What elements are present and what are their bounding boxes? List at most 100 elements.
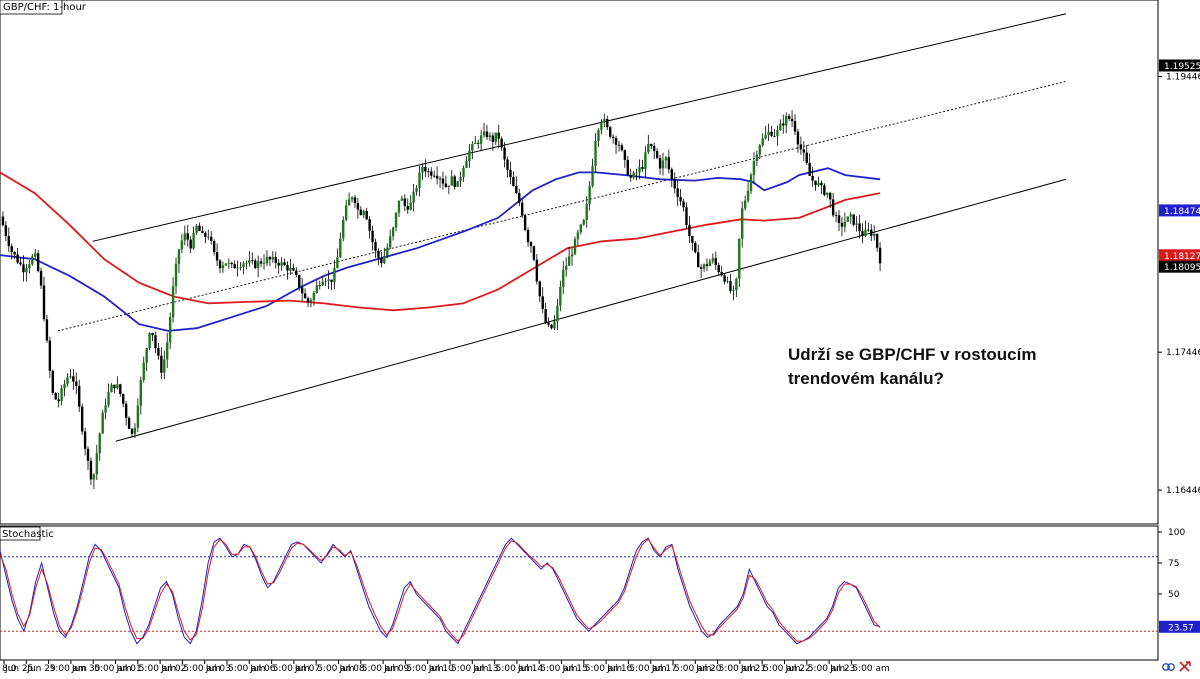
candle-body (215, 252, 219, 261)
price-title-box (0, 0, 63, 15)
candle-body (796, 131, 800, 145)
price-badge-label: 1.18095 (1164, 263, 1200, 273)
candle-body (644, 152, 647, 170)
time-tick-label: 5:00 am (406, 664, 443, 674)
candle-body (16, 254, 19, 263)
candle-body (820, 182, 823, 186)
candle-body (218, 260, 222, 269)
candle-body (119, 384, 122, 395)
candle-body (207, 236, 210, 238)
candle-body (735, 278, 738, 291)
candle-body (22, 264, 25, 273)
candle-body (550, 324, 553, 329)
candle-body (834, 215, 838, 217)
candle-body (515, 185, 518, 194)
stochastic-panel-frame (0, 525, 1159, 661)
candle-body (39, 270, 43, 286)
stochastic-value-badge (1159, 620, 1200, 633)
link-icon[interactable] (1162, 663, 1175, 671)
time-tick-label: Jul 20 (695, 664, 721, 674)
candle-body (562, 269, 565, 287)
candle-body (438, 178, 442, 180)
candle-body (608, 127, 612, 137)
candle-body (867, 229, 870, 231)
candle-body (708, 261, 712, 266)
candle-body (166, 342, 169, 360)
candle-body (799, 144, 803, 150)
candle-body (620, 145, 624, 151)
candle-body (864, 229, 867, 237)
candle-body (383, 256, 386, 264)
candle-body (251, 260, 254, 262)
price-badge-box (1159, 260, 1200, 273)
time-tick-label: 5:00 am (139, 664, 176, 674)
candle-body (309, 300, 313, 303)
candle-body (435, 175, 439, 179)
time-tick-label: 5:00 am (852, 664, 889, 674)
candle-body (400, 198, 404, 201)
blue-moving-average-line (0, 167, 881, 332)
stochastic-tick-label: 100 (1168, 528, 1185, 538)
candle-body (664, 157, 668, 161)
candle-body (78, 385, 81, 407)
candle-body (236, 267, 239, 269)
candle-body (512, 177, 515, 186)
candle-body (702, 264, 706, 269)
candle-body (312, 292, 316, 301)
candle-body (831, 199, 835, 216)
candle-body (465, 161, 468, 168)
candle-body (292, 267, 295, 271)
candle-body (652, 145, 656, 151)
candle-body (212, 240, 216, 253)
candle-body (406, 205, 409, 210)
candle-body (650, 143, 653, 146)
candle-body (174, 263, 178, 287)
candle-body (679, 196, 682, 202)
candle-body (133, 427, 137, 434)
candle-body (127, 417, 131, 429)
candle-body (306, 298, 310, 303)
candle-body (826, 192, 829, 195)
candle-body (421, 166, 424, 173)
candle-body (817, 182, 820, 186)
candle-body (286, 265, 289, 271)
candle-body (600, 122, 603, 131)
candle-body (256, 261, 260, 268)
candle-body (591, 165, 594, 187)
candle-body (629, 174, 632, 178)
candle-body (157, 348, 160, 356)
candle-body (201, 230, 204, 233)
candle-body (694, 242, 697, 253)
candle-body (843, 221, 847, 227)
candle-body (785, 116, 788, 126)
price-badge-label: 1.18127 (1164, 252, 1200, 262)
candle-body (594, 141, 597, 166)
time-tick-label: 5:00 am (674, 664, 711, 674)
candle-body (441, 178, 445, 184)
price-tick-label: 1.19446 (1166, 72, 1200, 82)
candle-body (641, 167, 644, 170)
candle-body (177, 249, 181, 264)
time-tick-label: Jul 03 (205, 664, 231, 674)
candle-body (391, 227, 395, 237)
candle-body (148, 333, 151, 349)
time-tick-label: Jul 17 (651, 664, 677, 674)
stochastic-d-line (0, 538, 881, 642)
candle-body (482, 131, 486, 136)
price-tick-label: 1.17446 (1166, 348, 1200, 358)
candle-body (192, 232, 195, 249)
candle-body (500, 138, 503, 148)
candle-body (333, 268, 336, 282)
time-tick-label: Jul 23 (829, 664, 855, 674)
candle-body (823, 185, 826, 195)
close-icon[interactable] (1179, 661, 1191, 672)
stochastic-reference-lines (0, 556, 1158, 632)
candle-body (714, 258, 717, 265)
stochastic-lines (0, 537, 881, 645)
candle-body (647, 143, 650, 153)
candle-body (717, 264, 720, 273)
candle-body (1, 216, 5, 226)
candle-body (274, 256, 277, 263)
candle-body (711, 258, 715, 262)
